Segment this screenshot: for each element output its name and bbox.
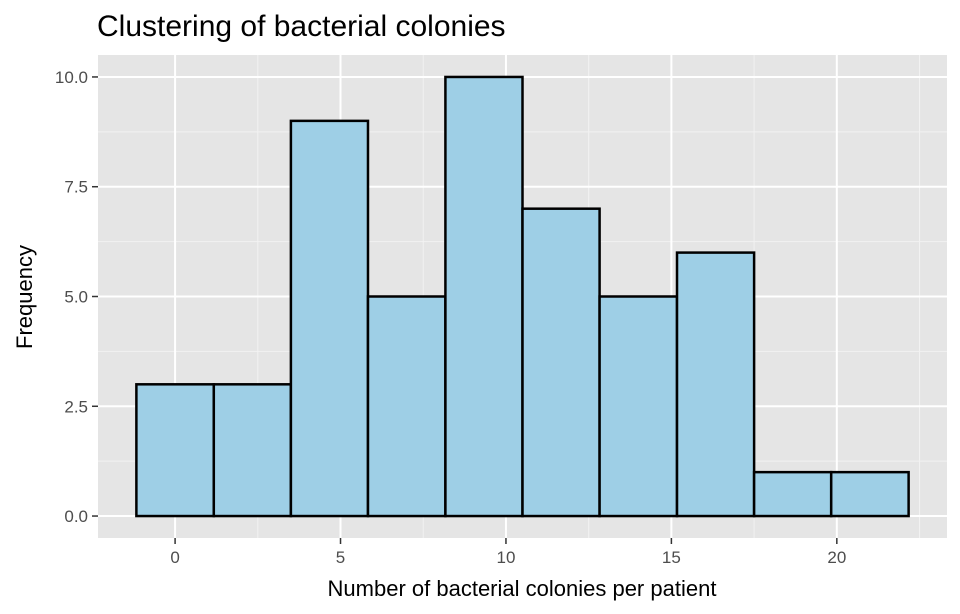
histogram-bars	[135, 75, 910, 518]
y-tick-label: 7.5	[64, 178, 88, 197]
x-axis: 0 5 10 15 20	[170, 538, 846, 567]
x-tick-label: 5	[336, 548, 345, 567]
x-axis-title: Number of bacterial colonies per patient	[328, 576, 717, 601]
y-tick-label: 10.0	[55, 68, 88, 87]
y-axis-title: Frequency	[12, 245, 37, 349]
y-tick-label: 2.5	[64, 397, 88, 416]
histogram-bar	[444, 75, 524, 518]
histogram-bar	[521, 207, 601, 518]
x-tick-label: 0	[170, 548, 179, 567]
y-tick-label: 0.0	[64, 507, 88, 526]
histogram-bar	[675, 251, 756, 518]
histogram-bar	[289, 119, 370, 518]
histogram-bar	[598, 295, 679, 518]
histogram-bar	[212, 383, 293, 518]
histogram-bar	[366, 295, 447, 518]
histogram-bar	[135, 383, 216, 518]
x-tick-label: 10	[496, 548, 515, 567]
histogram-bar	[829, 470, 910, 518]
chart-title: Clustering of bacterial colonies	[97, 10, 506, 43]
x-tick-label: 20	[827, 548, 846, 567]
x-tick-label: 15	[662, 548, 681, 567]
y-tick-label: 5.0	[64, 288, 88, 307]
histogram-bar	[752, 470, 833, 518]
y-axis: 0.0 2.5 5.0 7.5 10.0	[55, 68, 98, 526]
